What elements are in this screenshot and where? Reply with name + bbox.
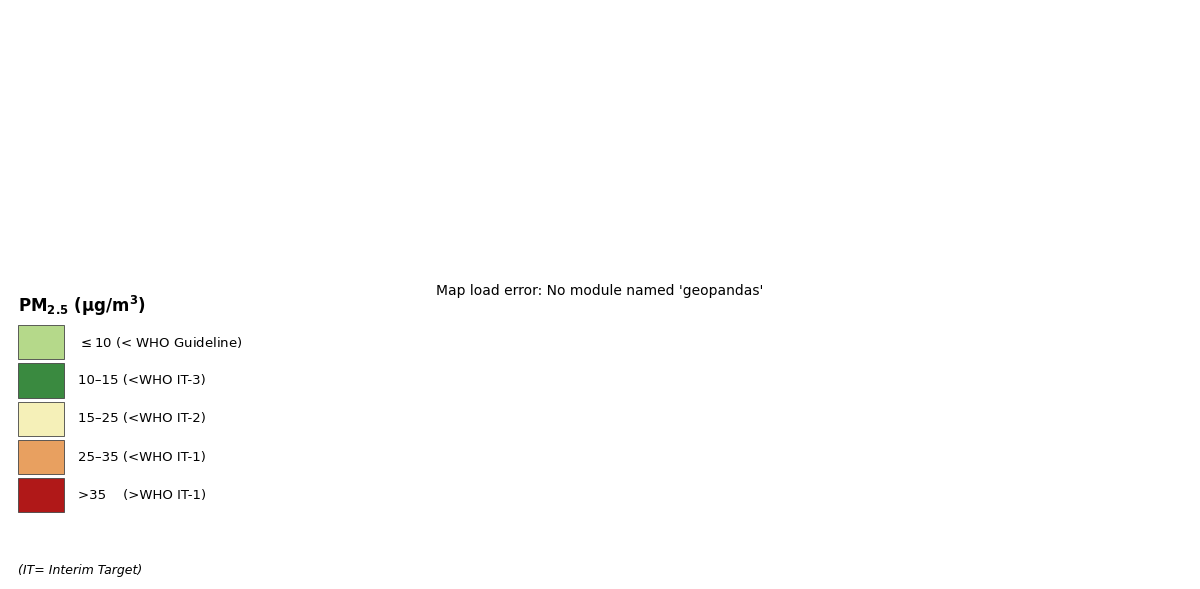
- FancyBboxPatch shape: [18, 478, 64, 512]
- Text: 10–15 (<WHO IT-3): 10–15 (<WHO IT-3): [78, 374, 205, 387]
- Text: >35    (>WHO IT-1): >35 (>WHO IT-1): [78, 489, 206, 502]
- Text: 15–25 (<WHO IT-2): 15–25 (<WHO IT-2): [78, 412, 206, 425]
- Text: 25–35 (<WHO IT-1): 25–35 (<WHO IT-1): [78, 451, 206, 464]
- Text: $\leq$10 (< WHO Guideline): $\leq$10 (< WHO Guideline): [78, 335, 242, 350]
- FancyBboxPatch shape: [18, 440, 64, 474]
- Text: $\mathbf{PM_{2.5}}$ $\mathbf{(\mu g/m^3)}$: $\mathbf{PM_{2.5}}$ $\mathbf{(\mu g/m^3)…: [18, 294, 146, 318]
- FancyBboxPatch shape: [18, 325, 64, 359]
- FancyBboxPatch shape: [18, 402, 64, 436]
- FancyBboxPatch shape: [18, 363, 64, 398]
- Text: Map load error: No module named 'geopandas': Map load error: No module named 'geopand…: [437, 283, 763, 297]
- Text: (IT= Interim Target): (IT= Interim Target): [18, 564, 143, 577]
